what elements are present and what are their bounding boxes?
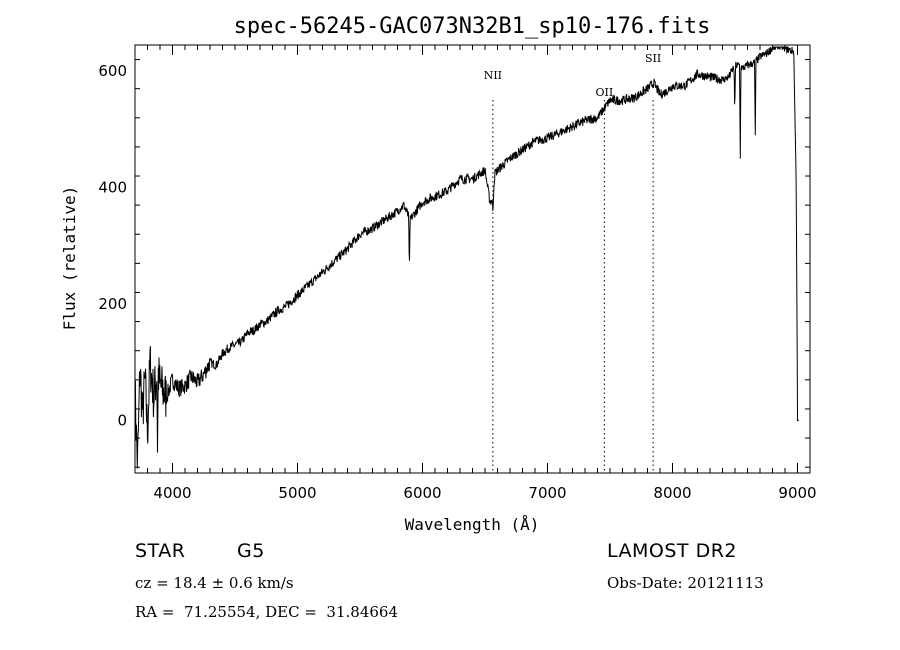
x-tick-label: 4000 bbox=[153, 484, 191, 502]
plot-frame bbox=[134, 44, 811, 474]
x-tick-label: 8000 bbox=[653, 484, 691, 502]
object-subclass: G5 bbox=[237, 540, 265, 562]
x-tick-label: 5000 bbox=[278, 484, 316, 502]
plot-axes: 4000 5000 6000 7000 8000 9000 0 200 400 600 bbox=[98, 44, 817, 502]
survey-name: LAMOST DR2 bbox=[607, 540, 737, 562]
spectrum-line bbox=[134, 46, 799, 469]
object-class: STAR bbox=[135, 540, 186, 562]
chart-title: spec-56245-GAC073N32B1_sp10-176.fits bbox=[234, 14, 711, 39]
y-axis-label: Flux (relative) bbox=[60, 186, 79, 331]
observation-date: Obs-Date: 20121113 bbox=[607, 574, 764, 592]
marker-label: SII bbox=[645, 52, 661, 65]
x-tick-label: 7000 bbox=[528, 484, 566, 502]
coordinates: RA = 71.25554, DEC = 31.84664 bbox=[135, 603, 399, 621]
redshift-value: cz = 18.4 ± 0.6 km/s bbox=[135, 574, 294, 592]
y-tick-label: 200 bbox=[98, 295, 127, 313]
marker-label: NII bbox=[484, 69, 502, 82]
y-tick-label: 600 bbox=[98, 62, 127, 80]
marker-label: OII bbox=[596, 86, 614, 99]
x-tick-label: 6000 bbox=[403, 484, 441, 502]
x-axis-label: Wavelength (Å) bbox=[405, 515, 540, 534]
y-tick-label: 400 bbox=[98, 179, 127, 197]
y-tick-label: 0 bbox=[117, 412, 127, 430]
emission-line-markers: NII OII SII bbox=[484, 52, 661, 473]
x-tick-label: 9000 bbox=[778, 484, 816, 502]
